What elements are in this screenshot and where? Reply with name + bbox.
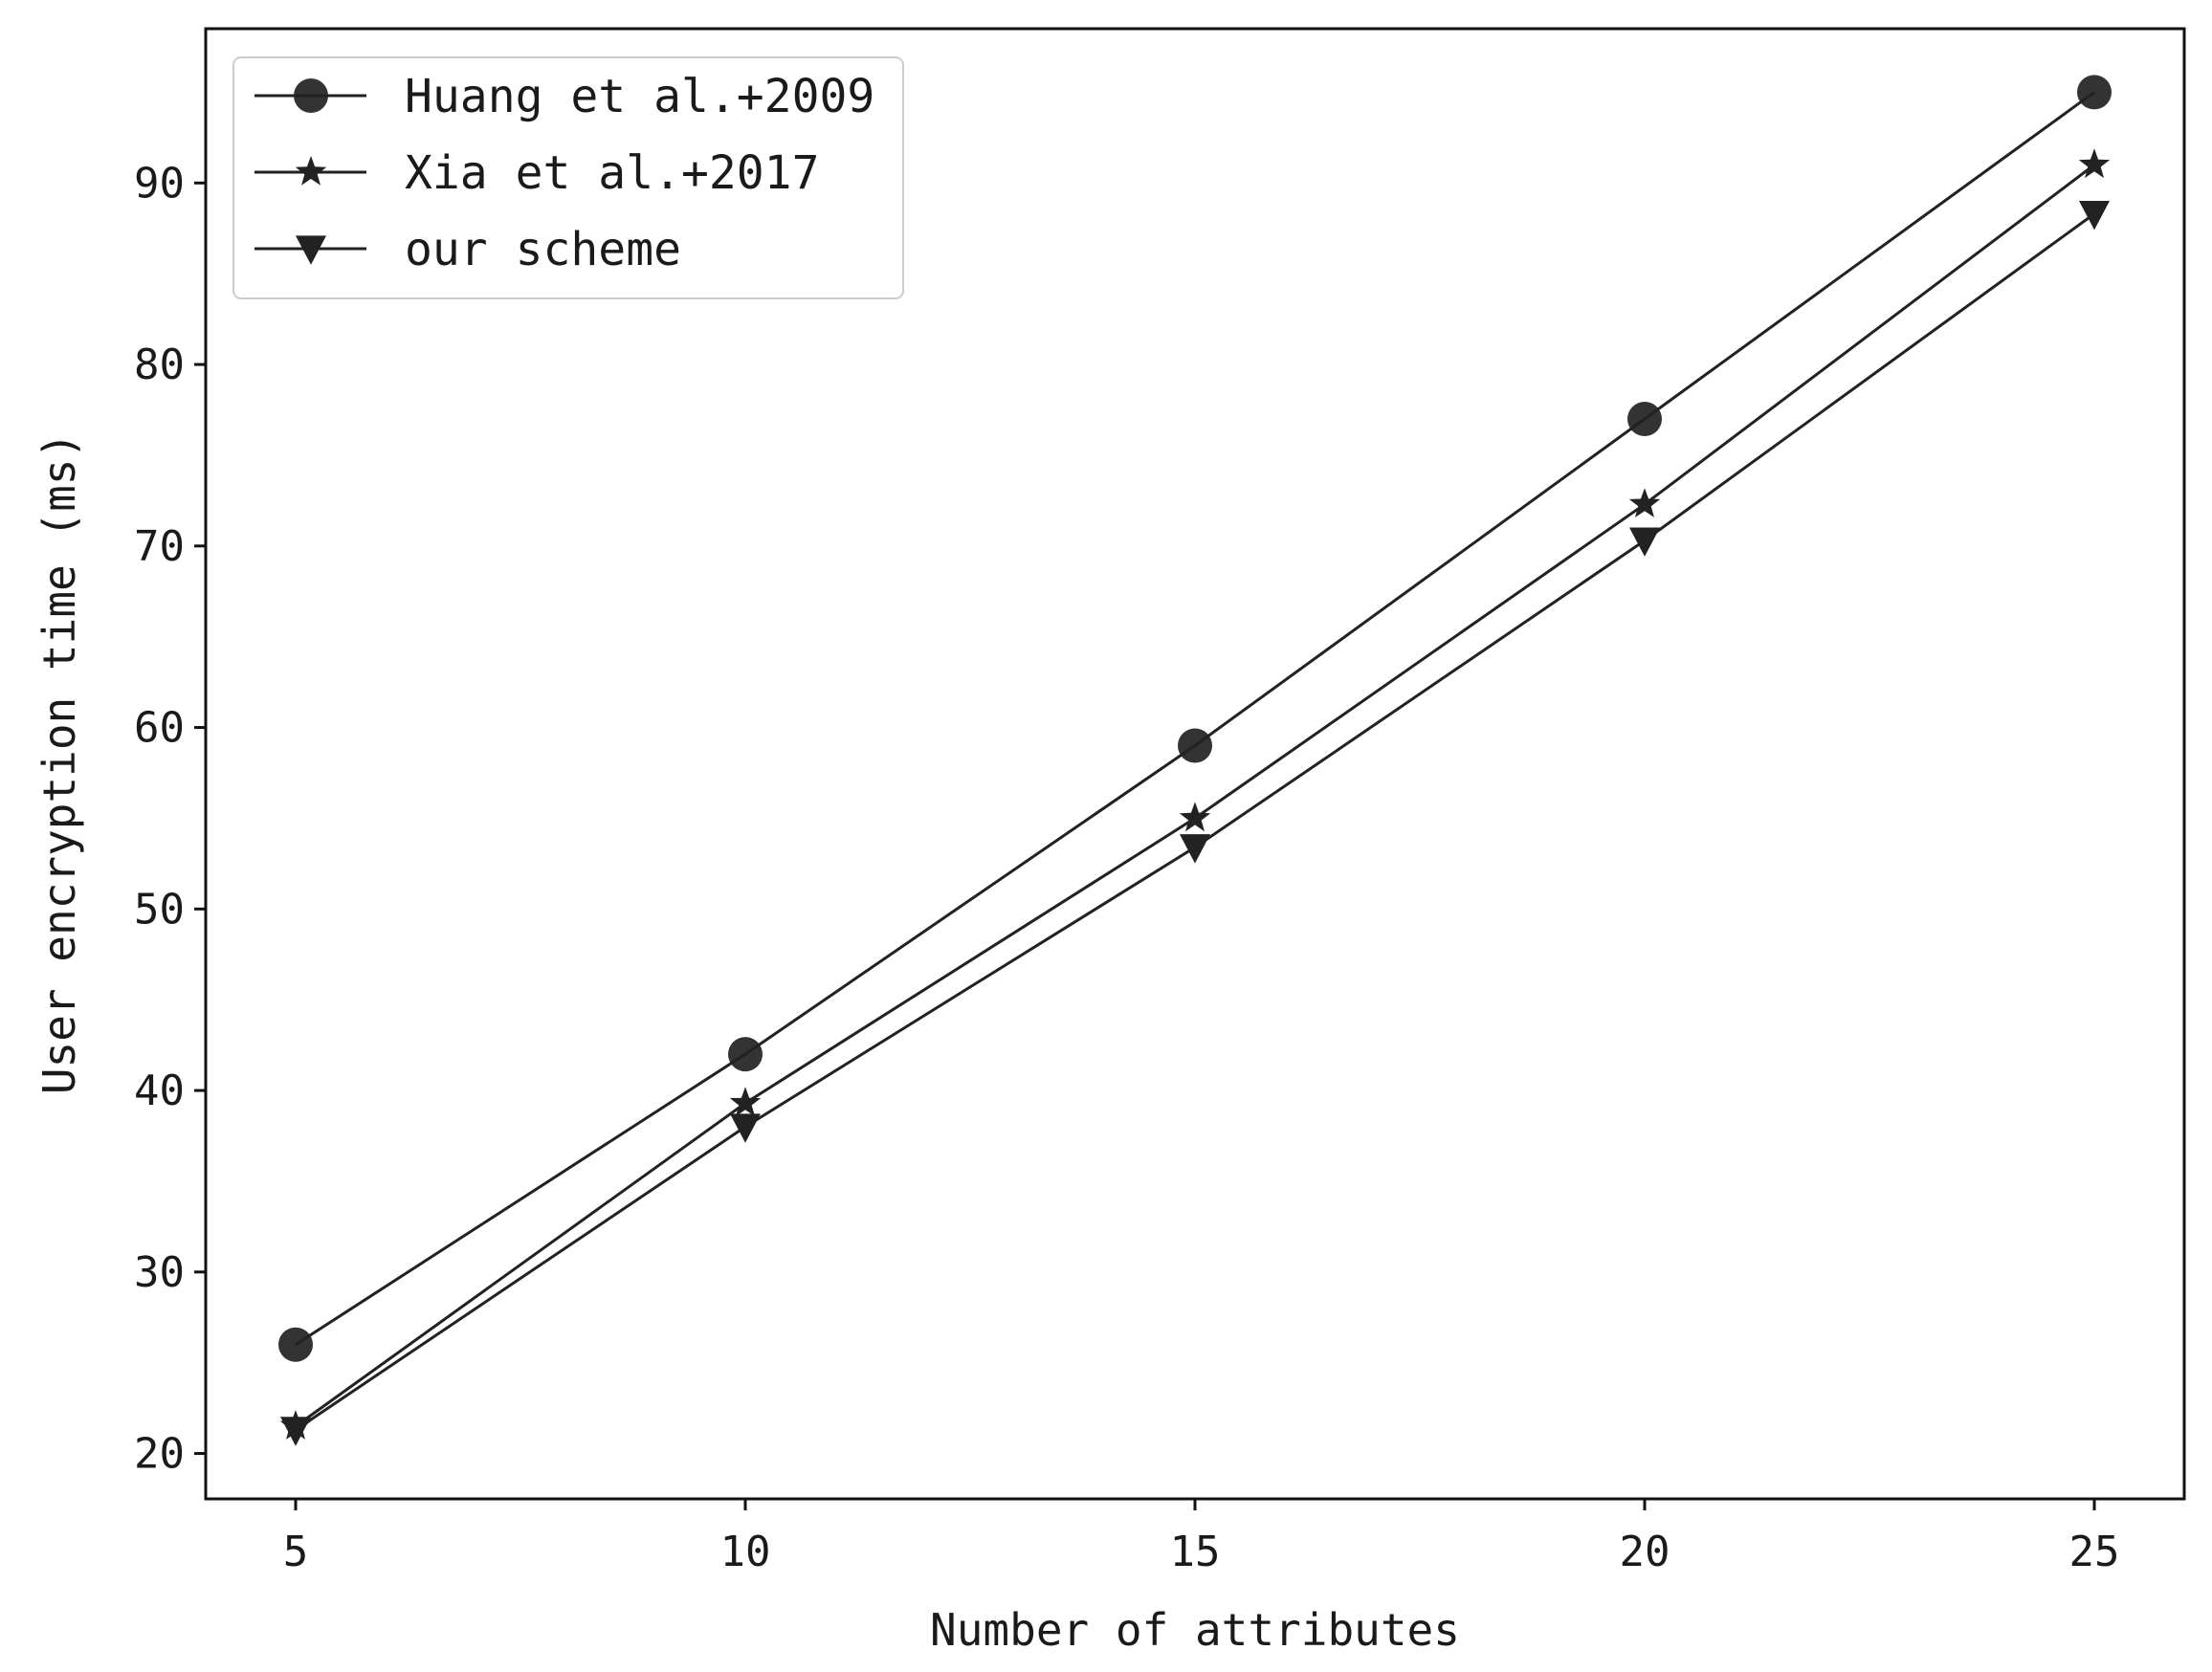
x-tick-label: 15 xyxy=(1170,1528,1221,1576)
x-tick-label: 25 xyxy=(2069,1528,2120,1576)
y-tick-label: 90 xyxy=(134,159,185,208)
series-layer xyxy=(278,75,2112,1446)
legend-box xyxy=(232,56,904,299)
x-tick-label: 20 xyxy=(1620,1528,1670,1576)
data-point xyxy=(730,1113,761,1143)
legend-label: our scheme xyxy=(405,223,681,276)
data-point xyxy=(1180,834,1210,864)
y-tick-label: 50 xyxy=(134,885,185,934)
legend-label: Xia et al.+2017 xyxy=(405,146,819,200)
legend-marker xyxy=(295,156,327,186)
data-point xyxy=(729,1087,762,1117)
series-3 xyxy=(280,200,2110,1446)
data-point xyxy=(1627,401,1662,436)
y-tick-label: 80 xyxy=(134,341,185,389)
data-point xyxy=(2078,148,2111,179)
data-point xyxy=(1179,802,1211,832)
y-tick-label: 40 xyxy=(134,1067,185,1115)
y-axis: 20 30 40 50 60 70 80 90 xyxy=(134,159,206,1479)
data-point xyxy=(1628,488,1661,517)
x-axis-label: Number of attributes xyxy=(930,1604,1460,1656)
legend-item: Huang et al.+2009 xyxy=(254,70,874,123)
y-tick-label: 60 xyxy=(134,704,185,753)
data-point xyxy=(1178,728,1212,763)
x-axis: 5 10 15 20 25 xyxy=(283,1499,2120,1576)
legend: Huang et al.+2009 Xia et al.+2017 our sche… xyxy=(232,56,904,299)
data-point xyxy=(1629,527,1660,557)
x-tick-label: 10 xyxy=(720,1528,771,1576)
y-tick-label: 20 xyxy=(134,1430,185,1479)
data-point xyxy=(280,1417,311,1446)
legend-item: our scheme xyxy=(254,223,681,276)
data-point xyxy=(2079,200,2110,231)
series-1 xyxy=(278,75,2112,1362)
y-tick-label: 30 xyxy=(134,1248,185,1297)
legend-item: Xia et al.+2017 xyxy=(254,146,819,200)
legend-marker xyxy=(296,235,326,265)
data-point xyxy=(278,1327,313,1362)
legend-marker xyxy=(294,78,328,113)
data-point xyxy=(2077,75,2112,110)
x-tick-label: 5 xyxy=(283,1528,309,1576)
legend-label: Huang et al.+2009 xyxy=(405,70,874,123)
y-tick-label: 70 xyxy=(134,522,185,571)
y-axis-label: User encryption time (ms) xyxy=(33,432,85,1094)
data-point xyxy=(728,1037,763,1072)
